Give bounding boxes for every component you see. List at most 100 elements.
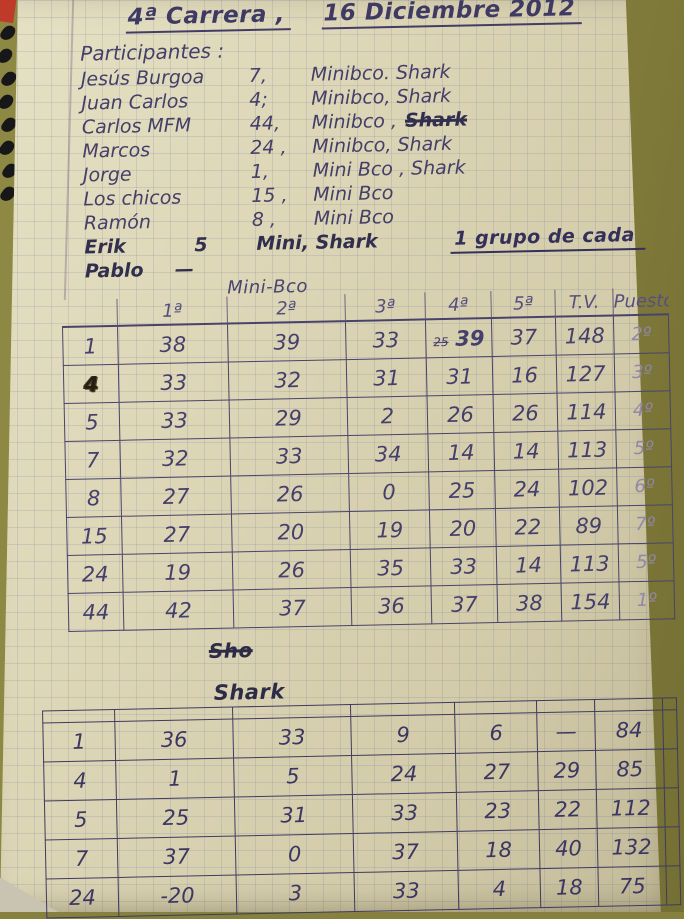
score-cell: 29 <box>229 397 348 439</box>
car-number-cell: 1 <box>62 325 119 366</box>
participant-number: 1, <box>250 160 270 184</box>
score-cell: 38 <box>496 583 562 623</box>
position-cell: 1º <box>618 580 675 620</box>
score-cell: 35 <box>350 547 432 588</box>
corrected-value: 39 <box>454 325 485 351</box>
score-cell: 37 <box>117 836 237 878</box>
column-header: 2ª <box>226 294 346 324</box>
score-cell: -20 <box>118 874 237 917</box>
score-cell: 33 <box>430 546 497 586</box>
car-number-cell: 5 <box>44 799 118 840</box>
total-cell: 75 <box>597 865 667 907</box>
score-cell: 14 <box>496 545 561 585</box>
participant-groups: Minibco. Shark <box>310 60 451 86</box>
empty-cell <box>662 709 678 750</box>
participant-groups: Mini Bco <box>313 206 395 230</box>
car-number-cell: 7 <box>45 838 119 879</box>
score-cell: 27 <box>455 751 539 793</box>
score-cell: 27 <box>121 514 233 555</box>
position-cell: 2º <box>613 314 670 354</box>
empty-cell <box>663 748 679 789</box>
score-cell: 34 <box>347 433 429 474</box>
score-cell: 24 <box>494 469 560 509</box>
total-cell: 132 <box>597 827 666 868</box>
empty-cell <box>665 865 681 905</box>
car-number-cell: 4 <box>43 760 117 801</box>
total-cell: 85 <box>595 749 665 790</box>
shark-score-table: 1 36 33 9 6 — 84 4 1 5 24 27 29 85 <box>42 697 681 918</box>
score-cell: 25 <box>428 470 496 510</box>
participant-number: 5 <box>194 233 208 257</box>
total-cell: 84 <box>594 710 664 751</box>
score-cell: 18 <box>457 829 540 871</box>
score-cell: 25 <box>116 797 236 839</box>
empty-cell <box>665 826 680 866</box>
column-header <box>61 298 118 328</box>
score-cell: — <box>536 711 596 752</box>
score-cell: 27 <box>120 476 232 517</box>
score-cell: 36 <box>351 585 432 626</box>
score-cell: 19 <box>349 509 431 550</box>
participant-number: 7, <box>248 64 268 88</box>
score-cell: 36 <box>114 719 234 761</box>
car-number-cell: 7 <box>64 440 121 480</box>
score-cell: 33 <box>118 362 230 403</box>
table2-title: Shark <box>213 679 286 705</box>
score-cell: 22 <box>495 507 561 547</box>
car-number-cell: 44 <box>68 592 124 632</box>
score-cell: 33 <box>229 435 349 477</box>
score-cell: 16 <box>492 355 558 395</box>
corrected-score-cell: 25 39 <box>425 318 493 358</box>
participant-number: 24 , <box>250 136 287 160</box>
total-cell: 127 <box>556 353 615 394</box>
position-cell: 4º <box>614 390 671 430</box>
participant-name: Ramón <box>83 211 152 235</box>
score-cell: 39 <box>227 321 347 363</box>
title-date: 16 Diciembre 2012 <box>321 0 582 30</box>
minibco-score-table: 1ª 2ª 3ª 4ª 5ª T.V. Puesto 1 38 39 33 25 <box>61 287 675 632</box>
position-cell: 6º <box>616 466 673 506</box>
total-cell: 148 <box>555 315 615 356</box>
struck-old-value: 25 <box>433 334 449 349</box>
score-cell: 24 <box>351 753 457 795</box>
score-cell: 14 <box>493 431 559 471</box>
score-cell: 0 <box>348 471 430 512</box>
participant-name: Los chicos <box>83 186 182 211</box>
score-cell: 23 <box>456 790 540 832</box>
score-cell: 33 <box>232 716 352 759</box>
participants-list: Participantes : Jesús Burgoa 7, Minibco.… <box>80 34 470 284</box>
score-cell: 14 <box>427 432 495 472</box>
participant-name: Jesús Burgoa <box>80 65 205 91</box>
score-cell: 37 <box>491 316 557 357</box>
total-cell: 113 <box>560 543 619 584</box>
participant-groups: Minibco, Shark <box>312 132 453 158</box>
score-cell: 3 <box>236 872 355 914</box>
car-number-cell: 24 <box>67 554 124 594</box>
score-cell: 20 <box>429 508 497 548</box>
score-cell: 32 <box>228 359 348 401</box>
participant-groups: Mini Bco <box>313 182 394 206</box>
participant-number: 44, <box>249 112 281 136</box>
participant-number: 4; <box>249 88 269 112</box>
score-cell: 19 <box>122 552 234 593</box>
participant-number: 8 , <box>251 208 277 232</box>
participant-groups: Minibco , <box>311 109 398 134</box>
score-cell: 4 <box>457 868 541 910</box>
score-cell: 26 <box>230 473 350 515</box>
participant-groups: Mini, Shark <box>256 230 378 255</box>
empty-cell <box>664 787 680 828</box>
score-cell: 33 <box>119 400 230 441</box>
participant-name: Erik <box>84 235 127 259</box>
score-cell: 22 <box>538 789 598 830</box>
total-cell: 154 <box>560 581 620 622</box>
score-cell: 37 <box>233 587 352 628</box>
participant-name: Pablo <box>84 259 144 283</box>
column-header: 3ª <box>344 292 426 322</box>
score-cell: 40 <box>539 828 598 869</box>
score-cell: 31 <box>234 794 354 837</box>
total-cell: 89 <box>559 505 619 546</box>
total-cell: 114 <box>557 391 616 432</box>
